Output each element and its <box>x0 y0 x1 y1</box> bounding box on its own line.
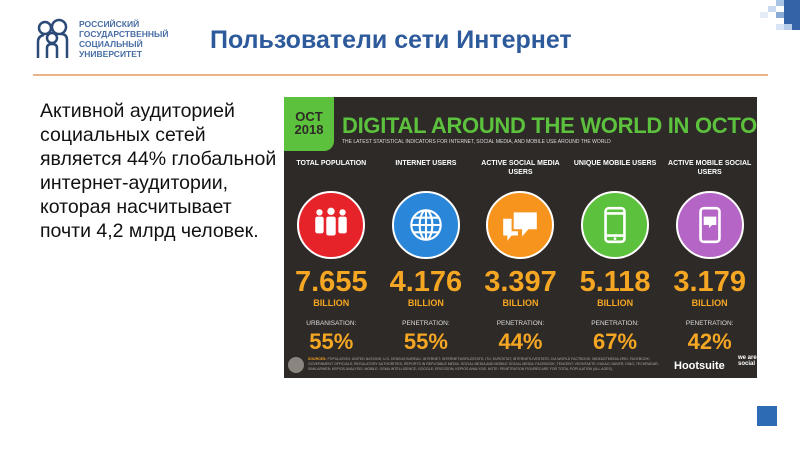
stat-sub-label: PENETRATION: <box>402 320 450 327</box>
logo-line: УНИВЕРСИТЕТ <box>79 49 143 59</box>
logo-line: СОЦИАЛЬНЫЙ <box>79 39 143 49</box>
stat-label: ACTIVE MOBILE SOCIAL USERS <box>668 160 752 176</box>
infographic-footer: SOURCES: POPULATION: UNITED NATIONS; U.S… <box>284 352 757 378</box>
stat-percentage: 44% <box>498 329 543 354</box>
header-divider <box>33 74 768 76</box>
digital-2018-infographic: OCT 2018 DIGITAL AROUND THE WORLD IN OCT… <box>284 97 757 378</box>
stat-value: 3.179 <box>673 266 746 298</box>
kepios-logo-icon <box>288 357 304 373</box>
stat-sub-label: PENETRATION: <box>496 320 545 327</box>
people-logo-icon <box>36 18 69 58</box>
stat-sub-label: PENETRATION: <box>685 320 734 327</box>
globe-icon <box>391 191 460 259</box>
stat-column: TOTAL POPULATION 7.655 BILLION URBANISAT… <box>284 159 379 355</box>
stat-percentage: 67% <box>593 329 638 354</box>
stat-percentage: 55% <box>403 329 448 354</box>
stat-column: ACTIVE SOCIAL MEDIA USERS 3.397 BILLION … <box>473 159 568 355</box>
university-logo: РОССИЙСКИЙ ГОСУДАРСТВЕННЫЙ СОЦИАЛЬНЫЙ УН… <box>33 18 169 60</box>
hootsuite-logo: Hootsuite <box>674 360 725 372</box>
university-name: РОССИЙСКИЙ ГОСУДАРСТВЕННЫЙ СОЦИАЛЬНЫЙ УН… <box>79 19 169 59</box>
date-badge: OCT 2018 <box>284 97 334 151</box>
stat-unit: BILLION <box>691 298 728 308</box>
stat-unit: BILLION <box>407 298 444 308</box>
stat-value: 7.655 <box>295 266 368 298</box>
badge-year: 2018 <box>294 122 324 137</box>
stat-percentage: 42% <box>687 329 732 354</box>
pixel-decoration-icon <box>760 0 800 30</box>
body-paragraph: Активной аудиторией социальных сетей явл… <box>40 100 277 242</box>
stat-percentage: 55% <box>309 329 354 354</box>
stat-column: UNIQUE MOBILE USERS 5.118 BILLION PENETR… <box>568 159 663 355</box>
stat-column: INTERNET USERS 4.176 BILLION PENETRATION… <box>379 159 474 355</box>
corner-square-decoration <box>757 406 777 426</box>
stat-unit: BILLION <box>597 298 634 308</box>
sources-body: POPULATION: UNITED NATIONS; U.S. CENSUS … <box>308 357 659 371</box>
stat-column: ACTIVE MOBILE SOCIAL USERS 3.179 BILLION… <box>662 159 757 355</box>
stat-label: UNIQUE MOBILE USERS <box>573 160 657 167</box>
stat-label: INTERNET USERS <box>395 160 457 167</box>
phone-icon <box>581 191 650 259</box>
sources-label: SOURCES: <box>308 357 327 361</box>
stat-sub-label: URBANISATION: <box>306 320 357 327</box>
stat-sub-label: PENETRATION: <box>591 320 639 327</box>
logo-line: РОССИЙСКИЙ <box>79 19 140 29</box>
logo-line: ГОСУДАРСТВЕННЫЙ <box>79 29 169 39</box>
stat-value: 5.118 <box>579 266 651 298</box>
people-icon <box>297 191 366 259</box>
slide-title: Пользователи сети Интернет <box>210 26 572 54</box>
stat-label: TOTAL POPULATION <box>296 160 367 167</box>
badge-month: OCT <box>295 109 323 124</box>
infographic-title: DIGITAL AROUND THE WORLD IN OCTOBER 2018 <box>342 113 757 138</box>
stat-unit: BILLION <box>502 298 539 308</box>
we-are-social-logo: we are social <box>738 355 757 367</box>
stat-columns: TOTAL POPULATION 7.655 BILLION URBANISAT… <box>284 159 757 355</box>
mobile-chat-icon <box>675 191 744 259</box>
stat-value: 3.397 <box>484 266 557 298</box>
chat-icon <box>486 191 555 259</box>
infographic-subtitle: THE LATEST STATISTICAL INDICATORS FOR IN… <box>342 139 611 145</box>
stat-unit: BILLION <box>313 298 350 308</box>
stat-value: 4.176 <box>389 266 463 298</box>
sources-text: SOURCES: POPULATION: UNITED NATIONS; U.S… <box>308 357 668 372</box>
stat-label: ACTIVE SOCIAL MEDIA USERS <box>481 160 560 176</box>
